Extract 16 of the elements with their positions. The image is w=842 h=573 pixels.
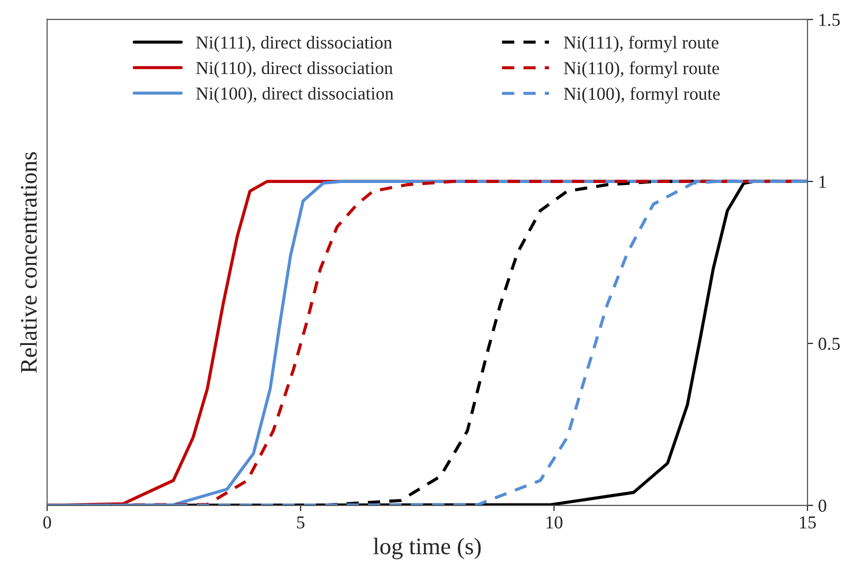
legend-label: Ni(100), direct dissociation [196, 86, 394, 104]
x-tick-label: 15 [800, 516, 816, 529]
y-tick-label: 0 [818, 500, 826, 512]
legend-label: Ni(111), direct dissociation [196, 36, 392, 52]
legend-label: Ni(110), direct dissociation [196, 61, 393, 78]
legend-label: Ni(111), formyl route [564, 36, 718, 52]
y-tick-label: 1.5 [819, 14, 840, 26]
y-axis-title: Relative concentrations [20, 152, 37, 373]
legend-label: Ni(100), formyl route [564, 87, 720, 104]
x-tick-label: 5 [297, 516, 304, 529]
x-tick-label: 10 [546, 516, 562, 529]
y-tick-label: 0.5 [818, 338, 840, 350]
x-tick-label: 0 [43, 516, 51, 529]
legend-label: Ni(110), formyl route [564, 61, 720, 78]
y-tick-label: 1 [819, 176, 826, 188]
x-axis-title: log time (s) [373, 538, 481, 560]
